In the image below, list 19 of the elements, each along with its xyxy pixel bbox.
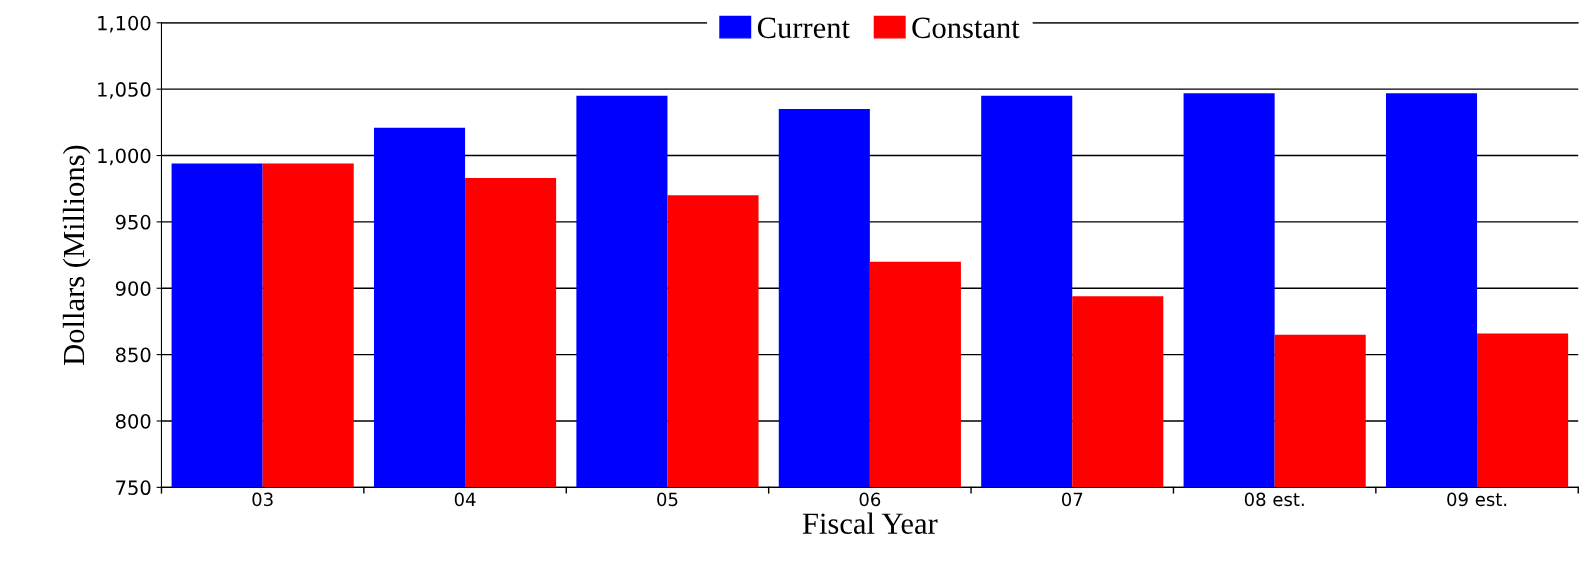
y-axis-title: Dollars (Millions) [62, 145, 91, 365]
x-tick-label: 03 [252, 492, 273, 507]
y-tick-label: 1,000 [98, 148, 151, 166]
legend-label: Current [757, 17, 850, 39]
y-tick-label: 800 [115, 413, 151, 429]
x-tick-label: 09 est. [1447, 492, 1507, 507]
x-tick-label: 06 [859, 492, 881, 507]
x-tick-label: 05 [657, 492, 678, 507]
y-tick-label: 1,100 [98, 15, 151, 33]
x-tick-label: 08 est. [1244, 492, 1304, 507]
y-tick-label: 1,050 [98, 82, 151, 99]
legend-label: Constant [912, 17, 1020, 39]
x-tick-label: 04 [454, 492, 476, 507]
y-tick-label: 850 [115, 347, 151, 363]
y-tick-label: 900 [115, 281, 151, 296]
x-axis-title: Fiscal Year [802, 512, 938, 534]
x-tick-label: 07 [1061, 492, 1083, 507]
y-tick-label: 750 [116, 480, 151, 496]
y-tick-label: 950 [115, 214, 151, 230]
